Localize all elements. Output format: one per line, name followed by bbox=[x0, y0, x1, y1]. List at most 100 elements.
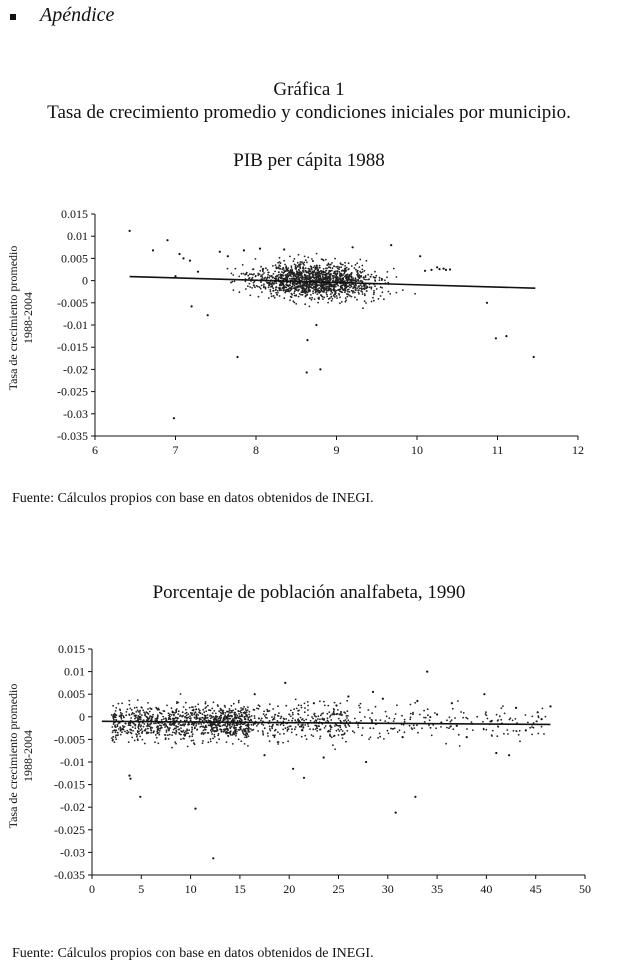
chart2-point bbox=[153, 722, 155, 725]
chart2-point bbox=[215, 741, 218, 744]
chart2-point bbox=[268, 740, 271, 743]
chart2-point bbox=[224, 724, 226, 727]
chart2-point bbox=[128, 774, 131, 777]
chart2-point bbox=[419, 713, 421, 716]
chart1-point bbox=[351, 246, 354, 249]
chart1-point bbox=[364, 285, 366, 288]
chart2-point bbox=[167, 726, 169, 729]
chart2-point bbox=[112, 714, 115, 716]
chart1-point bbox=[306, 285, 308, 287]
chart1-y-tick-label: -0.015 bbox=[57, 340, 88, 354]
chart1-point bbox=[285, 286, 288, 289]
chart1-point bbox=[294, 277, 297, 280]
chart2-point bbox=[130, 717, 133, 719]
chart2-point bbox=[291, 711, 294, 714]
chart2-point bbox=[346, 710, 349, 713]
chart1-point bbox=[532, 355, 535, 359]
chart1-point bbox=[373, 299, 375, 302]
chart2-point bbox=[204, 724, 207, 727]
chart1-y-axis-label: Tasa de crecimiento promedio bbox=[6, 246, 20, 391]
chart2-point bbox=[140, 714, 143, 716]
chart1-source-note: Fuente: Cálculos propios con base en dat… bbox=[12, 491, 374, 506]
chart2-point bbox=[312, 717, 314, 720]
chart1-point bbox=[347, 288, 350, 291]
chart1-point bbox=[297, 253, 300, 256]
chart1-point bbox=[330, 290, 333, 293]
chart1-point bbox=[334, 257, 336, 260]
chart1-point bbox=[295, 267, 297, 270]
chart2-point bbox=[212, 715, 215, 718]
chart1-point bbox=[266, 276, 269, 278]
chart2-point bbox=[218, 738, 221, 741]
chart1-point bbox=[343, 271, 346, 274]
chart1-point bbox=[354, 277, 357, 280]
chart2-point bbox=[242, 707, 244, 710]
chart1-point bbox=[313, 298, 316, 300]
chart2-point bbox=[256, 725, 258, 727]
chart1-point bbox=[401, 289, 404, 291]
chart2-point bbox=[199, 726, 202, 728]
chart1-point bbox=[309, 270, 312, 273]
chart1-point bbox=[334, 292, 337, 295]
chart2-point bbox=[491, 729, 494, 732]
chart2-point bbox=[246, 727, 249, 730]
chart1-point bbox=[370, 300, 373, 303]
chart2-point bbox=[327, 720, 330, 723]
chart1-point bbox=[262, 286, 265, 289]
chart2-point bbox=[175, 725, 177, 727]
chart2-point bbox=[309, 728, 311, 730]
chart2-point bbox=[230, 704, 233, 707]
chart1-point bbox=[330, 299, 333, 302]
chart1-point bbox=[375, 288, 378, 290]
chart2-point bbox=[224, 728, 226, 730]
chart2-point bbox=[116, 734, 119, 737]
chart2-point bbox=[240, 740, 243, 742]
chart2-point bbox=[470, 721, 473, 723]
chart2-point bbox=[358, 704, 360, 707]
chart2-point bbox=[214, 726, 216, 729]
chart2-point bbox=[271, 727, 274, 730]
chart1-point bbox=[381, 286, 383, 289]
chart2-point bbox=[369, 717, 371, 719]
chart1-point bbox=[360, 287, 362, 290]
chart1-point bbox=[381, 291, 384, 294]
chart2-point bbox=[150, 731, 153, 734]
chart1-point bbox=[345, 266, 348, 269]
chart2-point bbox=[139, 718, 142, 721]
chart1-point bbox=[349, 286, 351, 289]
chart1-point bbox=[275, 291, 278, 294]
chart1-point bbox=[262, 270, 264, 273]
chart2-point bbox=[235, 724, 238, 726]
chart2-point bbox=[203, 711, 206, 714]
chart2-point bbox=[202, 729, 205, 732]
chart2-point bbox=[371, 712, 373, 715]
chart2-point bbox=[485, 711, 487, 714]
chart1-point bbox=[296, 276, 299, 279]
chart2-point bbox=[187, 723, 189, 726]
chart1-point bbox=[311, 276, 313, 278]
chart2-point bbox=[143, 729, 146, 732]
chart1-point bbox=[259, 287, 262, 290]
chart2-point bbox=[119, 726, 122, 729]
chart2-point bbox=[250, 715, 253, 717]
chart2-point bbox=[301, 729, 304, 732]
chart1-point bbox=[254, 286, 256, 289]
chart1-point bbox=[278, 271, 280, 274]
chart1-point bbox=[343, 284, 346, 287]
chart1-point bbox=[354, 291, 356, 294]
chart2-point bbox=[137, 710, 140, 713]
chart2-point bbox=[340, 728, 342, 731]
chart2-point bbox=[276, 731, 279, 734]
chart2-y-tick-label: 0.005 bbox=[58, 687, 85, 701]
chart2-point bbox=[140, 728, 143, 730]
chart2-point bbox=[121, 712, 123, 715]
chart2-point bbox=[337, 728, 340, 731]
chart1-point bbox=[335, 270, 337, 273]
chart2-point bbox=[218, 716, 221, 718]
chart2-point bbox=[129, 728, 132, 731]
chart2-y-tick-label: -0.025 bbox=[54, 823, 85, 837]
chart1-point bbox=[289, 299, 291, 302]
chart2-point bbox=[446, 719, 448, 722]
chart2-point bbox=[114, 725, 116, 728]
chart1-point bbox=[263, 283, 265, 286]
